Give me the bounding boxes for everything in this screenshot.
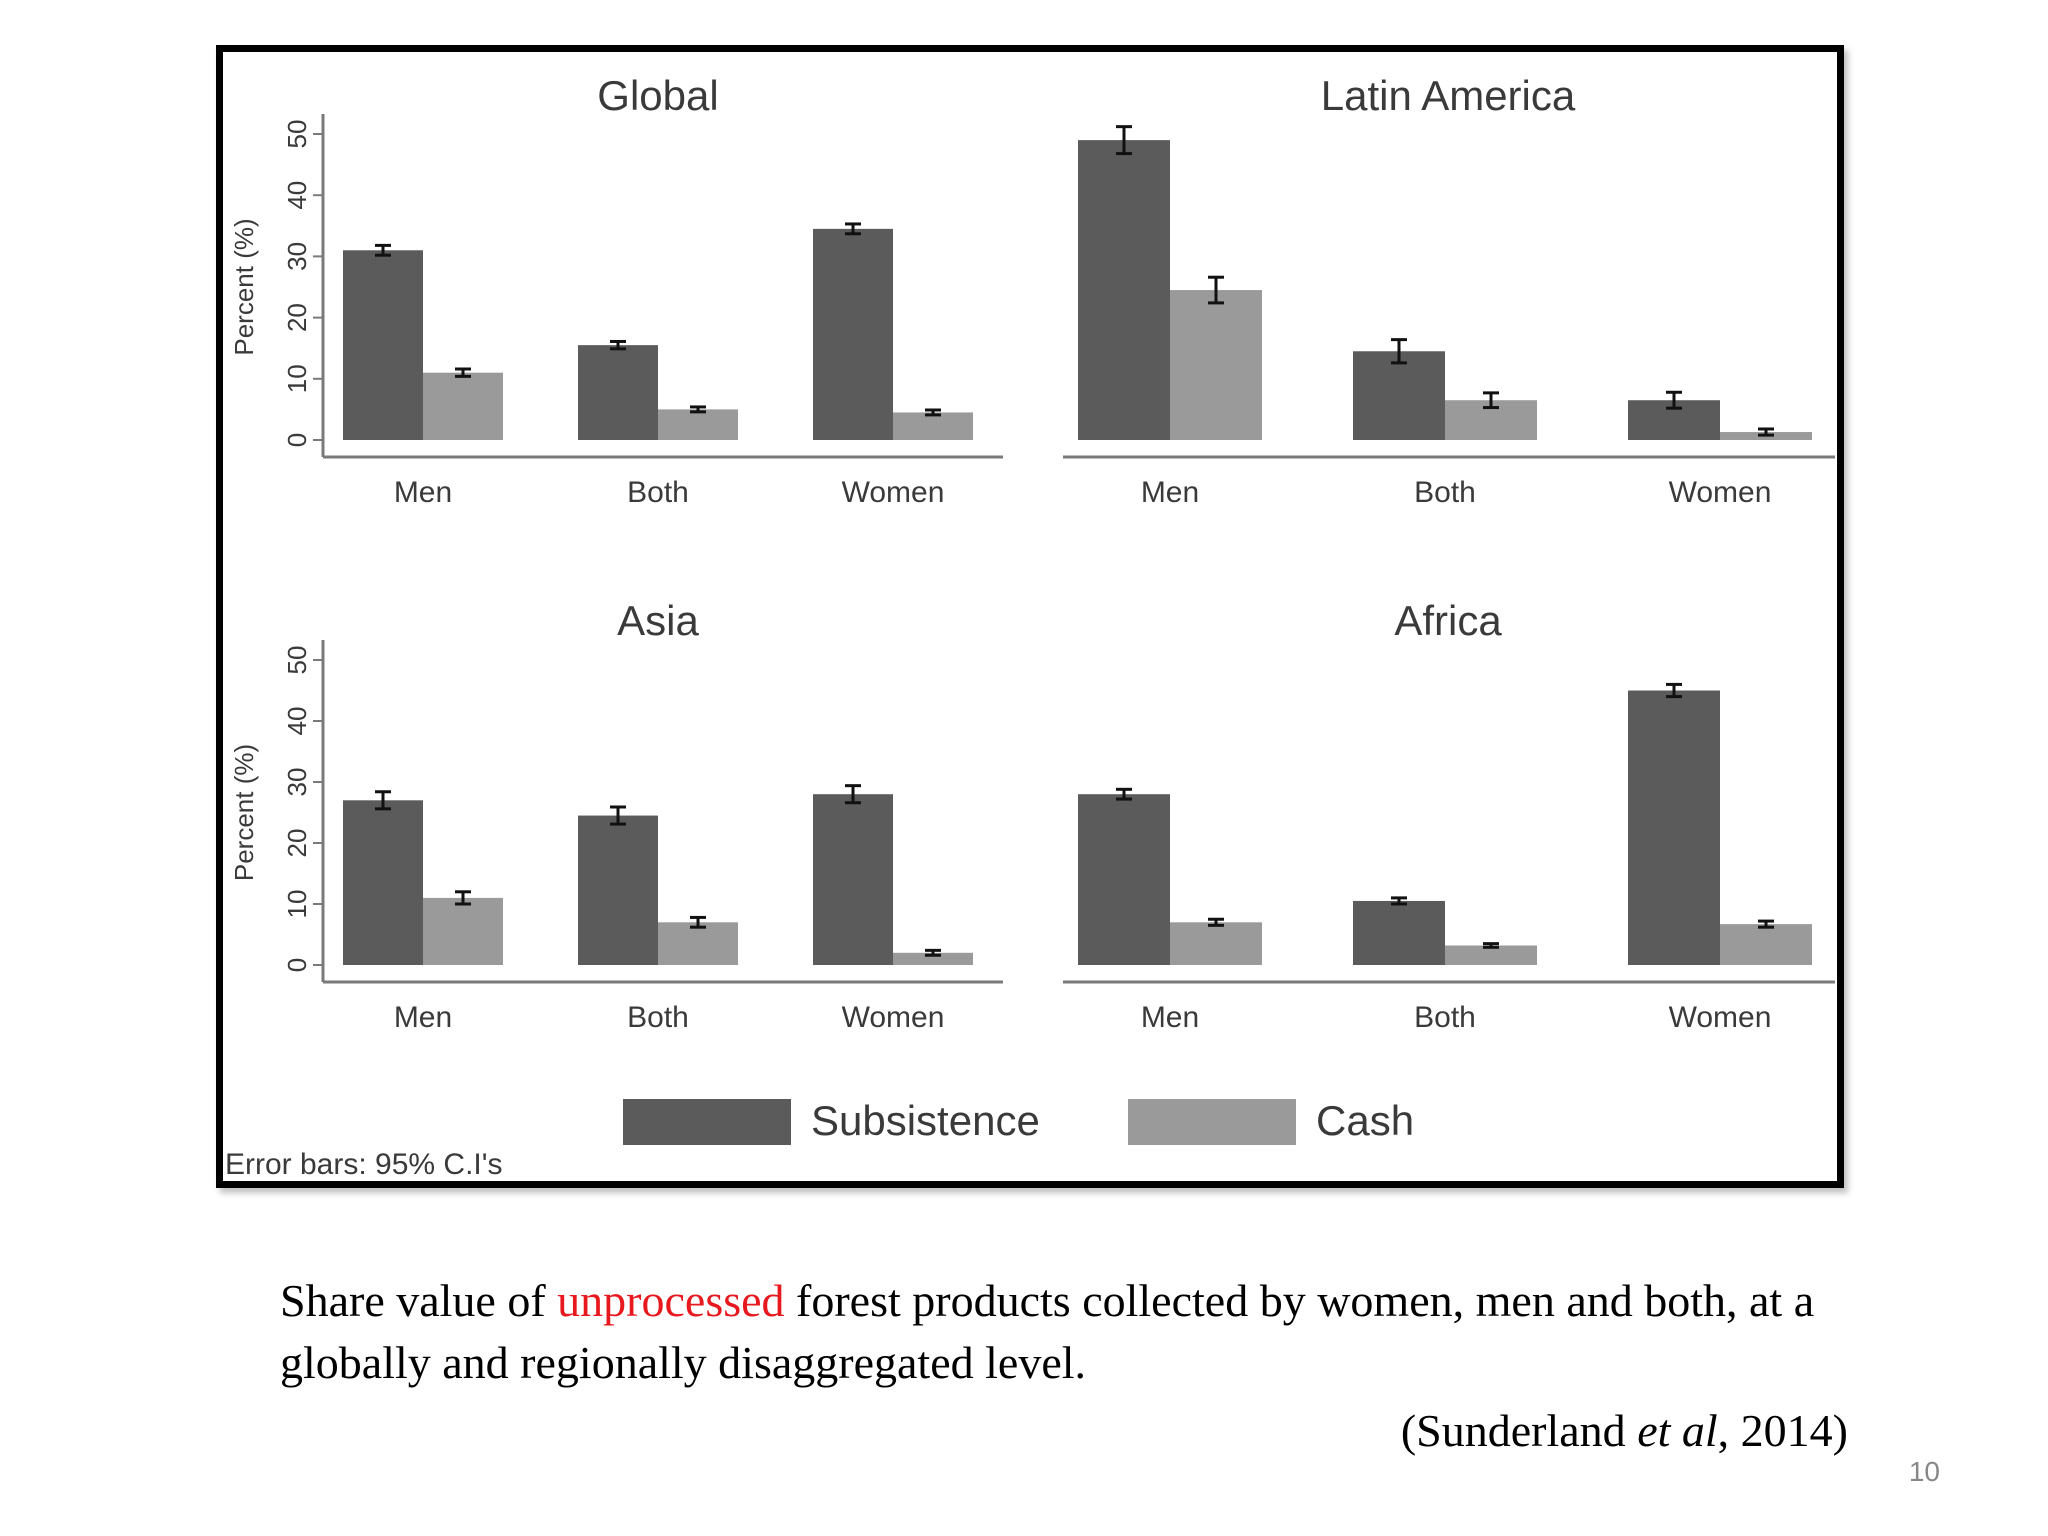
bar-global-both-subsistence bbox=[578, 345, 658, 440]
x-tick-label-asia-women: Women bbox=[842, 1001, 945, 1034]
x-tick-label-global-both: Both bbox=[627, 476, 689, 509]
y-tick-label-asia-40: 40 bbox=[282, 707, 312, 736]
bar-africa-both-subsistence bbox=[1353, 900, 1445, 965]
y-tick-label-global-20: 20 bbox=[282, 303, 312, 332]
citation-suffix: , 2014) bbox=[1717, 1405, 1848, 1456]
y-tick-label-global-10: 10 bbox=[282, 364, 312, 393]
x-tick-label-africa-both: Both bbox=[1414, 1001, 1476, 1034]
figure-frame: Global 0 10 20 30 40 50 Percent (%) Men Both Women… bbox=[216, 45, 1844, 1188]
y-tick-label-asia-0: 0 bbox=[282, 958, 312, 972]
y-axis-label-asia: Percent (%) bbox=[229, 744, 259, 881]
bar-africa-men-cash bbox=[1170, 922, 1262, 965]
bar-asia-men-cash bbox=[423, 897, 503, 965]
panel-title-latin-america: Latin America bbox=[1321, 72, 1576, 119]
x-tick-label-global-men: Men bbox=[394, 476, 452, 509]
bar-africa-men-subsistence bbox=[1078, 794, 1170, 965]
y-tick-label-asia-50: 50 bbox=[282, 646, 312, 675]
panel-title-global: Global bbox=[597, 72, 718, 119]
bar-global-men-subsistence bbox=[343, 250, 423, 440]
caption-text-start: Share value of bbox=[280, 1275, 558, 1326]
citation: (Sunderland et al, 2014) bbox=[1200, 1400, 1848, 1462]
page-number: 10 bbox=[1908, 1456, 1940, 1487]
panel-title-africa: Africa bbox=[1394, 597, 1502, 644]
bar-global-women-cash bbox=[893, 412, 973, 440]
error-bars-note: Error bars: 95% C.I's bbox=[225, 1148, 502, 1181]
bar-latin-america-men-cash bbox=[1170, 290, 1262, 440]
legend-label-cash: Cash bbox=[1316, 1097, 1414, 1144]
bar-africa-both-cash bbox=[1445, 945, 1537, 965]
bar-latin-america-both-subsistence bbox=[1353, 351, 1445, 440]
citation-prefix: (Sunderland bbox=[1400, 1405, 1638, 1456]
bar-global-both-cash bbox=[658, 409, 738, 440]
bar-chart-figure: Global 0 10 20 30 40 50 Percent (%) Men Both Women… bbox=[225, 72, 1835, 1181]
y-tick-label-asia-10: 10 bbox=[282, 890, 312, 919]
bar-global-women-subsistence bbox=[813, 228, 893, 440]
y-tick-label-asia-20: 20 bbox=[282, 829, 312, 858]
y-tick-label-global-50: 50 bbox=[282, 120, 312, 149]
y-tick-label-global-40: 40 bbox=[282, 181, 312, 210]
x-tick-label-africa-men: Men bbox=[1141, 1001, 1199, 1034]
bar-asia-women-cash bbox=[893, 952, 973, 965]
bar-latin-america-men-subsistence bbox=[1078, 140, 1170, 440]
y-tick-label-global-30: 30 bbox=[282, 242, 312, 271]
y-tick-label-asia-30: 30 bbox=[282, 768, 312, 797]
bar-africa-women-cash bbox=[1720, 924, 1812, 965]
bar-asia-both-cash bbox=[658, 922, 738, 965]
bar-asia-women-subsistence bbox=[813, 794, 893, 965]
bar-global-men-cash bbox=[423, 372, 503, 440]
bar-africa-women-subsistence bbox=[1628, 690, 1720, 965]
legend-label-subsistence: Subsistence bbox=[811, 1097, 1040, 1144]
bar-asia-both-subsistence bbox=[578, 815, 658, 965]
panel-title-asia: Asia bbox=[617, 597, 699, 644]
caption-text-end: forest products collected by women, men … bbox=[280, 1275, 1815, 1388]
x-tick-label-latin-america-women: Women bbox=[1669, 476, 1772, 509]
x-tick-label-global-women: Women bbox=[842, 476, 945, 509]
x-tick-label-africa-women: Women bbox=[1669, 1001, 1772, 1034]
x-tick-label-latin-america-men: Men bbox=[1141, 476, 1199, 509]
figure-caption: Share value of unprocessed forest produc… bbox=[280, 1270, 1840, 1394]
y-tick-label-global-0: 0 bbox=[282, 433, 312, 447]
x-tick-label-asia-men: Men bbox=[394, 1001, 452, 1034]
y-axis-label-global: Percent (%) bbox=[229, 218, 259, 355]
legend-swatch-cash bbox=[1128, 1099, 1296, 1145]
citation-italic: et al bbox=[1637, 1405, 1718, 1456]
caption-highlight: unprocessed bbox=[557, 1275, 785, 1326]
x-tick-label-asia-both: Both bbox=[627, 1001, 689, 1034]
bar-asia-men-subsistence bbox=[343, 800, 423, 965]
x-tick-label-latin-america-both: Both bbox=[1414, 476, 1476, 509]
legend-swatch-subsistence bbox=[623, 1099, 791, 1145]
